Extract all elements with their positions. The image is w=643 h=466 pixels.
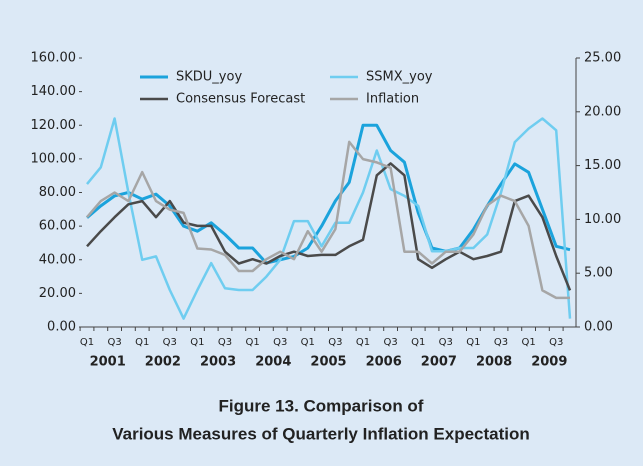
year-label: 2005 [310,355,346,370]
y-tick-label: 120.00 [31,118,77,133]
x-tick-label: Q1 [356,337,370,348]
y-tick-label: 100.00 [31,151,77,166]
x-tick-label: Q1 [135,337,149,348]
y-tick-label: 40.00 [39,252,76,267]
y2-tick-label: 25.00 [584,51,621,66]
x-tick-label: Q1 [80,337,94,348]
legend-label: SSMX_yoy [366,70,433,85]
y2-tick-label: 10.00 [584,212,621,227]
x-tick-label: Q3 [163,337,177,348]
x-tick-label: Q3 [273,337,287,348]
x-tick-label: Q1 [521,337,535,348]
y-tick-label: 160.00 [31,51,77,66]
series-line [86,162,572,291]
legend-label: Consensus Forecast [176,92,305,107]
year-label: 2008 [476,355,512,370]
y-tick-label: 0.00 [47,320,76,335]
year-label: 2004 [255,355,291,370]
x-tick-label: Q3 [218,337,232,348]
series-line [86,140,570,300]
x-tick-label: Q3 [549,337,563,348]
x-tick-label: Q3 [107,337,121,348]
x-tick-label: Q3 [439,337,453,348]
legend-label: SKDU_yoy [176,70,242,85]
x-tick-label: Q3 [383,337,397,348]
x-tick-label: Q3 [494,337,508,348]
x-tick-label: Q1 [411,337,425,348]
year-label: 2003 [200,355,236,370]
y2-tick-label: 20.00 [584,104,621,119]
x-tick-label: Q1 [245,337,259,348]
y2-tick-label: 5.00 [584,266,613,281]
x-tick-label: Q1 [190,337,204,348]
y-tick-label: 60.00 [39,219,76,234]
y-tick-label: 80.00 [39,185,76,200]
x-tick-label: Q1 [301,337,315,348]
chart-title: Figure 13. Comparison of [219,396,424,415]
x-tick-label: Q1 [466,337,480,348]
y-tick-label: 140.00 [31,84,77,99]
chart-title: Various Measures of Quarterly Inflation … [112,424,530,443]
x-tick-label: Q3 [328,337,342,348]
series-line [86,117,572,320]
y2-tick-label: 15.00 [584,158,621,173]
legend-label: Inflation [366,92,419,107]
year-label: 2006 [366,355,402,370]
year-label: 2007 [421,355,457,370]
year-label: 2002 [145,355,181,370]
year-label: 2001 [90,355,126,370]
year-label: 2009 [531,355,567,370]
y-tick-label: 20.00 [39,286,76,301]
y2-tick-label: 0.00 [584,320,613,335]
